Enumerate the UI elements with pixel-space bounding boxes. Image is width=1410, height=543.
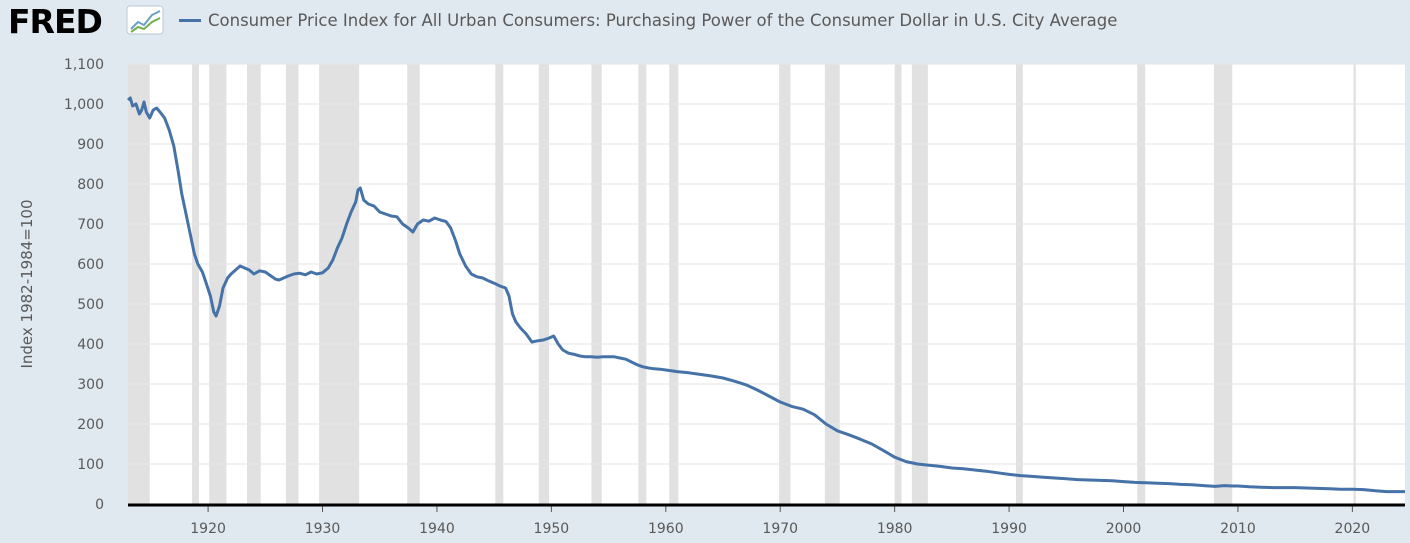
recession-band <box>1353 64 1356 504</box>
recession-band <box>495 64 504 504</box>
fred-chart-logo-icon <box>126 5 164 35</box>
recession-band <box>911 64 928 504</box>
recession-band <box>1015 64 1023 504</box>
y-tick-label: 100 <box>77 457 104 473</box>
recession-band <box>1213 64 1233 504</box>
recession-band <box>779 64 791 504</box>
y-tick-label: 0 <box>95 497 104 513</box>
recession-band <box>538 64 550 504</box>
y-tick-label: 1,100 <box>64 57 104 73</box>
y-axis-ticks: 0 100 200 300 400 500 600 700 800 900 1,000 1,100 <box>64 57 104 513</box>
legend[interactable]: Consumer Price Index for All Urban Consu… <box>179 9 1117 31</box>
recession-band <box>638 64 647 504</box>
recession-band <box>591 64 602 504</box>
recession-band <box>1137 64 1146 504</box>
chart-header: FRED Consumer Price Index for All Urban … <box>0 0 1410 44</box>
y-tick-label: 800 <box>77 177 104 193</box>
y-tick-label: 900 <box>77 137 104 153</box>
y-tick-label: 500 <box>77 297 104 313</box>
recession-band <box>285 64 299 504</box>
recession-band <box>407 64 420 504</box>
y-tick-label: 400 <box>77 337 104 353</box>
x-tick-label: 1980 <box>877 521 913 537</box>
recession-band <box>669 64 679 504</box>
y-tick-label: 1,000 <box>64 97 104 113</box>
recession-band <box>894 64 902 504</box>
x-tick-label: 1960 <box>648 521 684 537</box>
x-tick-label: 2010 <box>1220 521 1256 537</box>
recession-band <box>824 64 840 504</box>
fred-logo-text: FRED <box>8 2 103 41</box>
x-tick-label: 1970 <box>762 521 798 537</box>
x-tick-label: 1990 <box>991 521 1027 537</box>
x-tick-label: 2020 <box>1335 521 1371 537</box>
series-line[interactable] <box>127 96 1405 494</box>
x-tick-label: 1950 <box>534 521 570 537</box>
recession-band <box>128 64 150 504</box>
y-tick-label: 200 <box>77 417 104 433</box>
x-tick-label: 1920 <box>190 521 226 537</box>
recession-band <box>247 64 261 504</box>
gridlines <box>128 63 1405 465</box>
legend-swatch <box>179 18 201 22</box>
y-tick-label: 300 <box>77 377 104 393</box>
recession-band <box>319 64 360 504</box>
recession-band <box>192 64 199 504</box>
y-tick-label: 600 <box>77 257 104 273</box>
x-tick-label: 1940 <box>419 521 455 537</box>
y-tick-label: 700 <box>77 217 104 233</box>
x-tick-label: 2000 <box>1106 521 1142 537</box>
recession-band <box>209 64 227 504</box>
x-axis-ticks: 1920 1930 1940 1950 1960 1970 1980 1990 2000 2010… <box>190 504 1370 537</box>
recession-bands <box>128 64 1356 504</box>
x-tick-label: 1930 <box>305 521 341 537</box>
y-axis-title: Index 1982-1984=100 <box>18 199 36 368</box>
legend-label: Consumer Price Index for All Urban Consu… <box>208 10 1118 30</box>
